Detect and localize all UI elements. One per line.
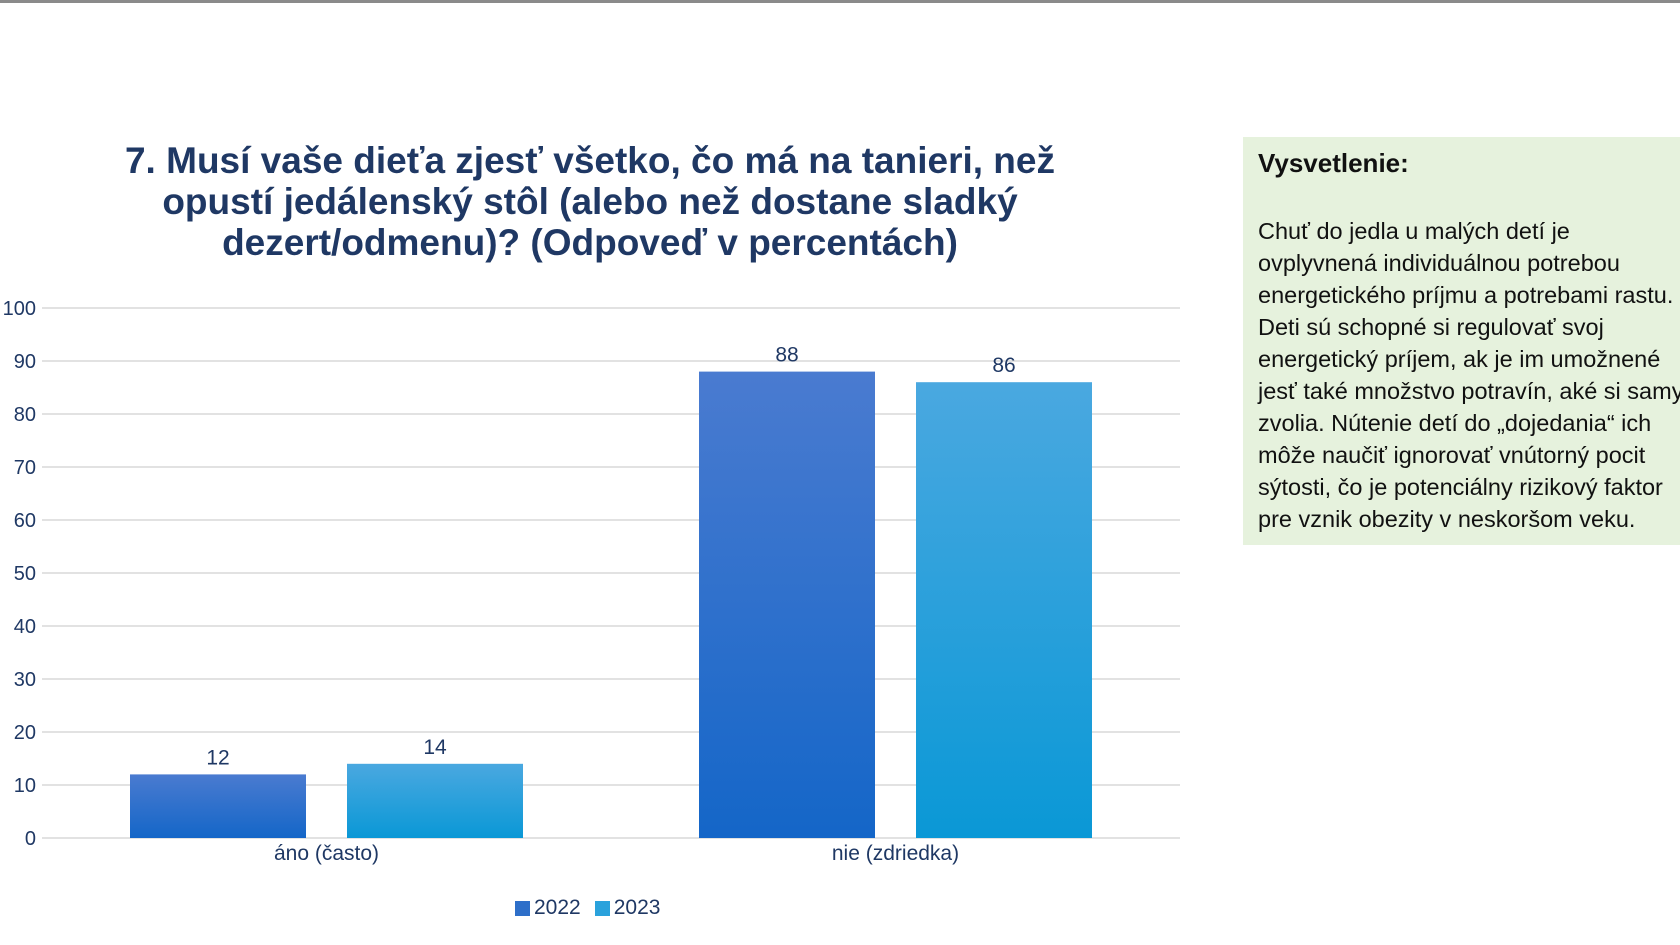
- explanation-line: pre vznik obezity v neskoršom veku.: [1258, 506, 1636, 532]
- chart-title-line-2: opustí jedálenský stôl (alebo než dostan…: [162, 181, 1018, 222]
- data-label: 12: [206, 746, 229, 769]
- explanation-body: Chuť do jedla u malých detí je ovplyvnen…: [1258, 215, 1680, 535]
- explanation-line: zvolia. Nútenie detí do „dojedania“ ich: [1258, 410, 1652, 436]
- bar-2022-0: [130, 774, 306, 838]
- explanation-line: energetického príjmu a potrebami rastu.: [1258, 282, 1674, 308]
- bar-chart: 0 10 20 30 40 50 60 70 80 90 100 12 14 88 86 áno (čas…: [3, 298, 1180, 865]
- explanation-panel: Vysvetlenie: Chuť do jedla u malých detí…: [1243, 137, 1680, 545]
- legend-label-2022: 2022: [534, 896, 581, 919]
- explanation-line: jesť také množstvo potravín, aké si samy: [1258, 378, 1680, 404]
- y-tick-label: 90: [14, 351, 36, 373]
- bar-2023-1: [916, 382, 1092, 838]
- y-tick-label: 100: [3, 298, 36, 320]
- x-axis-categories: áno (často) nie (zdriedka): [274, 842, 959, 865]
- legend-item-2023: 2023: [594, 896, 661, 920]
- y-tick-label: 30: [14, 669, 36, 691]
- explanation-line: energetický príjem, ak je im umožnené: [1258, 346, 1661, 372]
- legend-item-2022: 2022: [515, 896, 581, 920]
- y-tick-label: 20: [14, 722, 36, 744]
- chart-title-line-3: dezert/odmenu)? (Odpoveď v percentách): [222, 222, 958, 263]
- bars: [130, 371, 1092, 838]
- y-tick-label: 50: [14, 563, 36, 585]
- y-tick-label: 80: [14, 404, 36, 426]
- y-tick-label: 70: [14, 457, 36, 479]
- legend-swatch-2022: [515, 900, 530, 916]
- explanation-line: sýtosti, čo je potenciálny rizikový fakt…: [1258, 474, 1663, 500]
- y-tick-label: 60: [14, 510, 36, 532]
- explanation-heading: Vysvetlenie:: [1258, 148, 1409, 178]
- legend-swatch-2023: [594, 900, 610, 916]
- explanation-line: Deti sú schopné si regulovať svoj: [1258, 314, 1604, 340]
- data-label: 86: [992, 354, 1015, 377]
- top-border-line: [0, 0, 1680, 3]
- explanation-line: ovplyvnená individuálnou potrebou: [1258, 250, 1620, 276]
- chart-title: 7. Musí vaše dieťa zjesť všetko, čo má n…: [60, 140, 1120, 263]
- y-axis-ticks: 0 10 20 30 40 50 60 70 80 90 100: [3, 298, 36, 850]
- explanation-line: môže naučiť ignorovať vnútorný pocit: [1258, 442, 1646, 468]
- bar-2022-1: [699, 371, 875, 838]
- chart-legend: 2022 2023: [515, 895, 660, 921]
- bar-2023-0: [347, 763, 523, 838]
- data-label: 88: [775, 344, 798, 367]
- chart-title-line-1: 7. Musí vaše dieťa zjesť všetko, čo má n…: [124, 140, 1055, 181]
- x-category-label: nie (zdriedka): [832, 842, 959, 865]
- y-tick-label: 0: [25, 828, 36, 850]
- explanation-line: Chuť do jedla u malých detí je: [1258, 218, 1570, 244]
- data-label: 14: [423, 736, 447, 759]
- x-category-label: áno (často): [274, 842, 379, 865]
- data-labels: 12 14 88 86: [206, 344, 1015, 770]
- y-tick-label: 10: [14, 775, 36, 797]
- y-tick-label: 40: [14, 616, 36, 638]
- legend-label-2023: 2023: [613, 896, 661, 919]
